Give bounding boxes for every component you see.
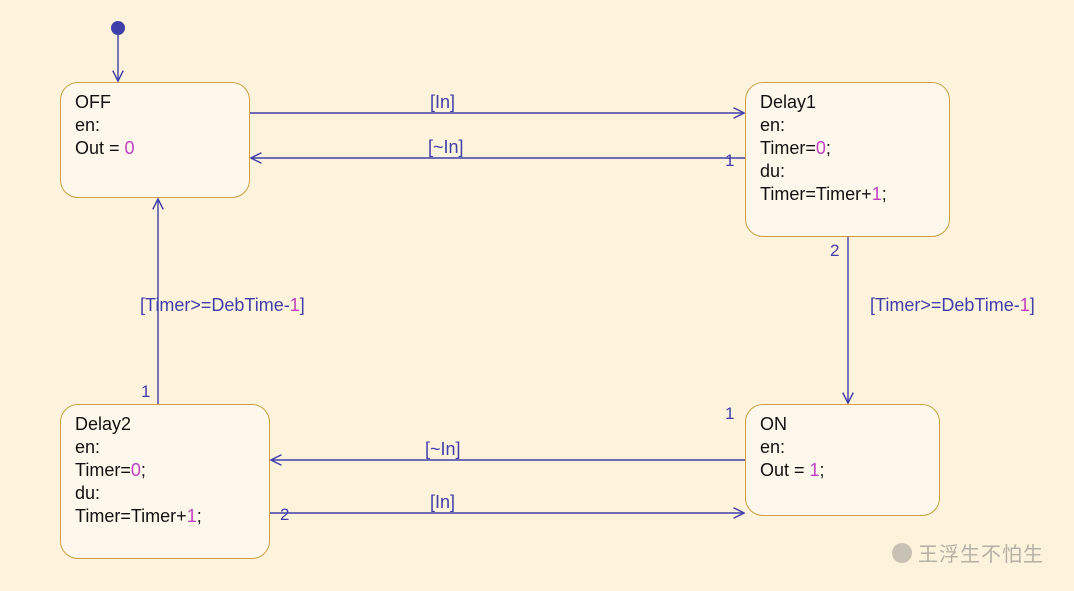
label-delay2-on: [In] [430,492,455,513]
label-delay2-off: [Timer>=DebTime-1] [140,295,305,316]
prio-delay1-on: 2 [830,241,839,261]
state-off-line-0: en: [75,114,235,137]
state-delay2-line-1: Timer=0; [75,459,255,482]
state-off-line-1: Out = 0 [75,137,235,160]
label-delay1-off: [~In] [428,137,464,158]
state-delay1[interactable]: Delay1 en: Timer=0; du: Timer=Timer+1; [745,82,950,237]
prio-delay2-off: 1 [141,382,150,402]
state-delay1-line-2: du: [760,160,935,183]
label-on-delay2: [~In] [425,439,461,460]
prio-on-delay2: 1 [725,404,734,424]
state-delay2[interactable]: Delay2 en: Timer=0; du: Timer=Timer+1; [60,404,270,559]
state-on[interactable]: ON en: Out = 1; [745,404,940,516]
state-on-name: ON [760,413,925,436]
state-delay2-line-3: Timer=Timer+1; [75,505,255,528]
watermark-text: 王浮生不怕生 [918,538,1044,567]
state-delay1-line-1: Timer=0; [760,137,935,160]
state-delay2-name: Delay2 [75,413,255,436]
label-off-delay1: [In] [430,92,455,113]
state-on-line-0: en: [760,436,925,459]
state-on-line-1: Out = 1; [760,459,925,482]
state-delay2-line-2: du: [75,482,255,505]
state-delay1-line-3: Timer=Timer+1; [760,183,935,206]
watermark-icon [892,543,912,563]
state-delay2-line-0: en: [75,436,255,459]
state-off[interactable]: OFF en: Out = 0 [60,82,250,198]
state-delay1-line-0: en: [760,114,935,137]
label-delay1-on: [Timer>=DebTime-1] [870,295,1035,316]
state-off-name: OFF [75,91,235,114]
prio-delay1-off: 1 [725,151,734,171]
prio-delay2-on: 2 [280,505,289,525]
state-delay1-name: Delay1 [760,91,935,114]
watermark: 王浮生不怕生 [892,538,1044,567]
initial-state-dot [111,21,125,35]
